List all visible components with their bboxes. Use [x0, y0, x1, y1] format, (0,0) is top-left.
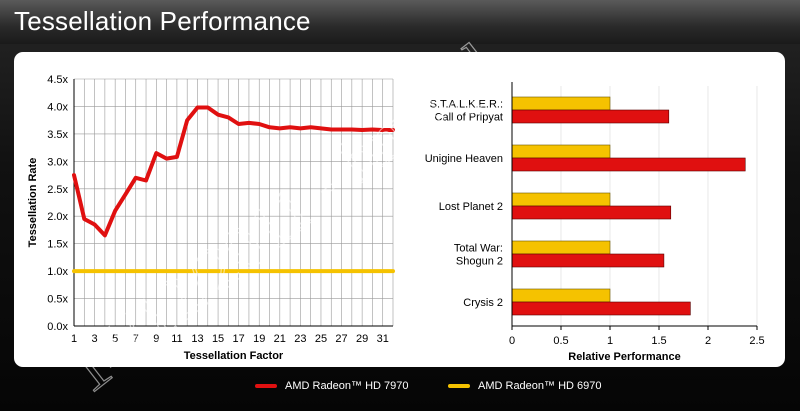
bar-hd6970 [511, 144, 611, 159]
bar-hd7970 [511, 157, 746, 172]
line-chart-y-tick: 1.5x [47, 239, 68, 251]
line-chart-x-tick: 23 [294, 333, 306, 345]
line-chart-y-title: Tessellation Rate [27, 158, 39, 248]
legend: AMD Radeon™ HD 7970 AMD Radeon™ HD 6970 [0, 372, 800, 402]
bar-chart-category-label: Crysis 2 [463, 297, 503, 309]
line-chart-x-tick: 13 [191, 333, 203, 345]
bar-hd7970 [511, 205, 672, 220]
line-chart-y-tick: 2.0x [47, 211, 68, 223]
line-chart-y-tick: 3.0x [47, 156, 68, 168]
bar-chart-category-label: Total War: [454, 243, 503, 255]
line-chart-y-tick: 0.0x [47, 321, 68, 333]
line-chart-x-tick: 17 [233, 333, 245, 345]
bar-hd7970 [511, 109, 670, 124]
bar-hd7970 [511, 253, 665, 268]
line-chart-y-tick: 1.0x [47, 266, 68, 278]
bar-chart-x-tick: 1 [607, 335, 613, 347]
bar-hd7970 [511, 301, 691, 316]
slide-title: Tessellation Performance [14, 6, 311, 36]
line-chart-y-tick: 4.5x [47, 74, 68, 86]
line-chart-y-tick: 4.0x [47, 101, 68, 113]
line-chart-x-tick: 15 [212, 333, 224, 345]
legend-item-hd7970: AMD Radeon™ HD 7970 [255, 380, 409, 392]
bar-chart-x-tick: 2 [705, 335, 711, 347]
line-chart-x-tick: 1 [71, 333, 77, 345]
bar-chart-category-label: Unigine Heaven [425, 153, 503, 165]
bar-chart-x-tick: 2.5 [749, 335, 764, 347]
bar-chart-category-label: S.T.A.L.K.E.R.: [430, 99, 503, 111]
line-chart-x-tick: 3 [92, 333, 98, 345]
title-bar: Tessellation Performance [0, 0, 800, 44]
line-chart-x-tick: 9 [153, 333, 159, 345]
bar-hd6970 [511, 288, 611, 303]
line-chart-x-tick: 5 [112, 333, 118, 345]
bar-hd6970 [511, 192, 611, 207]
bar-chart-x-tick: 0 [509, 335, 515, 347]
bar-hd6970 [511, 96, 611, 111]
line-chart-x-tick: 25 [315, 333, 327, 345]
bar-chart-x-tick: 0.5 [553, 335, 568, 347]
line-chart-y-tick: 2.5x [47, 184, 68, 196]
line-chart-x-tick: 21 [274, 333, 286, 345]
legend-swatch-hd6970 [448, 384, 470, 388]
line-chart-y-tick: 0.5x [47, 294, 68, 306]
bar-chart-category-label: Shogun 2 [456, 256, 503, 268]
line-chart-x-tick: 19 [253, 333, 265, 345]
line-chart-x-tick: 29 [356, 333, 368, 345]
legend-label-hd6970: AMD Radeon™ HD 6970 [478, 380, 602, 392]
bar-chart-category-label: Lost Planet 2 [439, 201, 503, 213]
line-chart-x-tick: 11 [171, 333, 182, 345]
bar-chart-x-tick: 1.5 [651, 335, 666, 347]
line-chart-x-tick: 31 [377, 333, 389, 345]
bar-chart-category-label: Call of Pripyat [435, 112, 503, 124]
series-line-hd7970 [72, 105, 395, 238]
bar-hd6970 [511, 240, 611, 255]
legend-swatch-hd7970 [255, 384, 277, 388]
line-chart-x-title: Tessellation Factor [184, 350, 284, 362]
line-chart-y-tick: 3.5x [47, 129, 68, 141]
line-chart-x-tick: 7 [133, 333, 139, 345]
line-chart-x-tick: 27 [335, 333, 347, 345]
bar-chart-x-title: Relative Performance [568, 351, 681, 363]
legend-item-hd6970: AMD Radeon™ HD 6970 [448, 380, 602, 392]
legend-label-hd7970: AMD Radeon™ HD 7970 [285, 380, 409, 392]
